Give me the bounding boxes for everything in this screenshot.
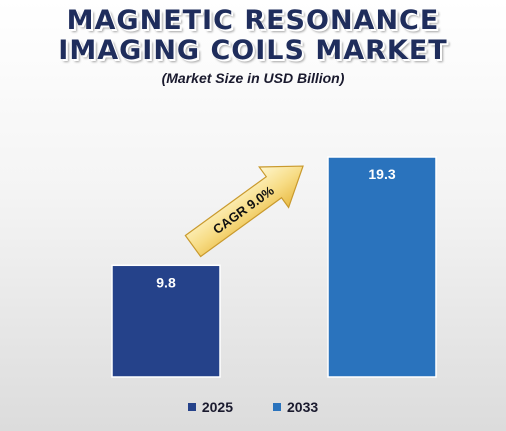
bar-value-label-2025: 9.8	[156, 274, 176, 290]
legend-label-2033: 2033	[287, 399, 319, 415]
legend: 2025 2033	[0, 399, 506, 415]
chart-title-line-1: MAGNETIC RESONANCE	[66, 5, 440, 36]
chart-title-line-2: IMAGING COILS MARKET	[58, 35, 448, 66]
legend-label-2025: 2025	[201, 399, 233, 415]
bar-value-label-2033: 19.3	[368, 166, 395, 182]
legend-item-2025: 2025	[187, 399, 233, 415]
bar-2033	[327, 156, 437, 378]
chart-title: MAGNETIC RESONANCE IMAGING COILS MARKET	[0, 6, 506, 66]
bar-2025	[111, 264, 221, 378]
cagr-arrow-shape	[184, 165, 304, 258]
cagr-arrow: CAGR 9.0%	[184, 165, 304, 258]
chart-subtitle: (Market Size in USD Billion)	[161, 70, 345, 86]
legend-swatch-2033	[273, 403, 281, 411]
legend-swatch-2025	[187, 403, 196, 411]
legend-item-2033: 2033	[273, 399, 318, 415]
